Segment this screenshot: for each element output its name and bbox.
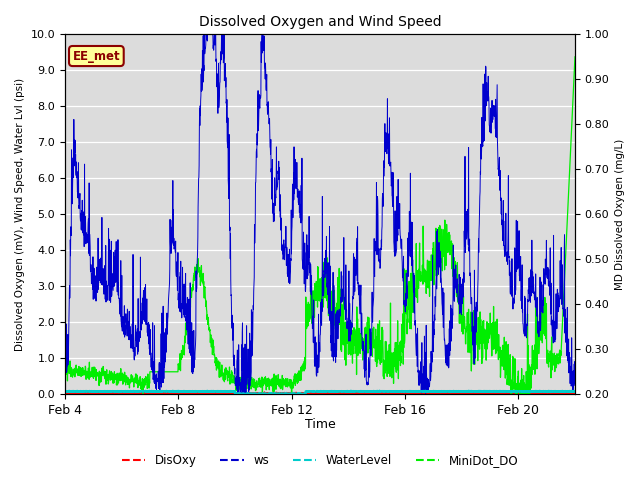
Y-axis label: MD Dissolved Oxygen (mg/L): MD Dissolved Oxygen (mg/L) <box>615 139 625 290</box>
Legend: DisOxy, ws, WaterLevel, MiniDot_DO: DisOxy, ws, WaterLevel, MiniDot_DO <box>117 449 523 472</box>
Text: EE_met: EE_met <box>72 49 120 62</box>
Title: Dissolved Oxygen and Wind Speed: Dissolved Oxygen and Wind Speed <box>198 15 441 29</box>
Y-axis label: Dissolved Oxygen (mV), Wind Speed, Water Lvl (psi): Dissolved Oxygen (mV), Wind Speed, Water… <box>15 78 25 351</box>
X-axis label: Time: Time <box>305 419 335 432</box>
